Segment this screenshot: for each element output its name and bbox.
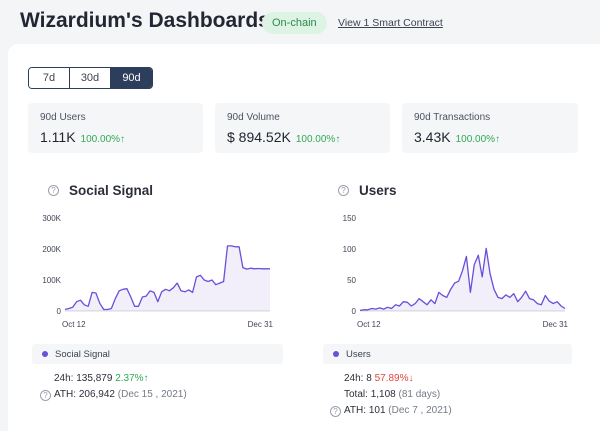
stat-value: $ 894.52K 100.00%↑: [227, 129, 340, 145]
y-tick-label: 100K: [42, 276, 61, 285]
stat-value: 3.43K 100.00%↑: [414, 129, 500, 145]
stat-card-transactions: 90d Transactions 3.43K 100.00%↑: [402, 103, 578, 153]
users-total-label: Total:: [344, 389, 368, 400]
stat-number: $ 894.52K: [227, 129, 291, 145]
stat-label: 90d Users: [40, 112, 86, 123]
social-ath-date: (Dec 15 , 2021): [117, 389, 187, 400]
range-7d-button[interactable]: 7d: [29, 68, 70, 88]
on-chain-badge: On-chain: [262, 12, 327, 34]
social-ath-label: ATH:: [54, 389, 77, 400]
series-line: [64, 245, 270, 311]
users-ath-date: (Dec 7 , 2021): [388, 405, 452, 416]
users-24h-label: 24h:: [344, 373, 364, 384]
time-range-selector: 7d 30d 90d: [28, 67, 153, 89]
x-tick-label: Oct 12: [62, 320, 86, 329]
social-24h-change: 2.37%↑: [115, 373, 149, 384]
x-tick-label: Oct 12: [357, 320, 381, 329]
help-icon[interactable]: ?: [48, 185, 59, 196]
range-90d-button[interactable]: 90d: [111, 68, 152, 88]
y-tick-label: 150: [343, 214, 357, 223]
users-24h-value: 8: [366, 373, 372, 384]
social-signal-legend: Social Signal: [32, 344, 283, 364]
users-total-row: Total: 1,108 (81 days): [344, 389, 440, 400]
stat-card-users: 90d Users 1.11K 100.00%↑: [28, 103, 203, 153]
stat-number: 1.11K: [40, 129, 76, 145]
social-ath-value: 206,942: [78, 389, 115, 400]
y-tick-label: 300K: [42, 214, 61, 223]
social-24h-label: 24h:: [54, 373, 74, 384]
stat-label: 90d Volume: [227, 112, 280, 123]
y-tick-label: 200K: [42, 245, 61, 254]
users-ath-value: 101: [368, 405, 386, 416]
legend-label: Social Signal: [55, 349, 110, 360]
x-tick-label: Dec 31: [248, 320, 274, 329]
stat-card-volume: 90d Volume $ 894.52K 100.00%↑: [215, 103, 390, 153]
legend-dot: [333, 351, 339, 357]
social-24h-value: 135,879: [76, 373, 113, 384]
range-30d-button[interactable]: 30d: [70, 68, 111, 88]
y-tick-label: 0: [57, 307, 62, 316]
y-tick-label: 0: [352, 307, 357, 316]
social-signal-title: Social Signal: [69, 183, 154, 198]
series-area: [360, 248, 565, 311]
users-legend: Users: [323, 344, 572, 364]
help-icon[interactable]: ?: [330, 406, 341, 417]
help-icon[interactable]: ?: [338, 185, 349, 196]
users-title: Users: [359, 183, 397, 198]
header: Wizardium's Dashboards On-chain View 1 S…: [0, 0, 600, 44]
stat-change: 100.00%↑: [80, 134, 126, 145]
view-smart-contract-link[interactable]: View 1 Smart Contract: [338, 17, 443, 29]
stat-number: 3.43K: [414, 129, 451, 145]
social-24h-row: 24h: 135,879 2.37%↑: [54, 373, 149, 384]
series-area: [65, 245, 270, 311]
series-line: [359, 247, 566, 312]
stat-label: 90d Transactions: [414, 112, 491, 123]
x-tick-label: Dec 31: [543, 320, 569, 329]
users-24h-change: 57.89%↓: [374, 373, 414, 384]
social-ath-row: ATH: 206,942 (Dec 15 , 2021): [54, 389, 187, 400]
y-tick-label: 100: [343, 245, 357, 254]
users-total-value: 1,108: [370, 389, 396, 400]
page-title: Wizardium's Dashboards: [20, 9, 270, 32]
legend-label: Users: [346, 349, 371, 360]
users-24h-row: 24h: 8 57.89%↓: [344, 373, 414, 384]
users-ath-label: ATH:: [344, 405, 367, 416]
y-tick-label: 50: [347, 276, 356, 285]
users-total-days: (81 days): [398, 389, 441, 400]
help-icon[interactable]: ?: [40, 390, 51, 401]
stat-value: 1.11K 100.00%↑: [40, 129, 125, 145]
stat-change: 100.00%↑: [455, 134, 501, 145]
users-ath-row: ATH: 101 (Dec 7 , 2021): [344, 405, 452, 416]
legend-dot: [42, 351, 48, 357]
stat-change: 100.00%↑: [295, 134, 341, 145]
